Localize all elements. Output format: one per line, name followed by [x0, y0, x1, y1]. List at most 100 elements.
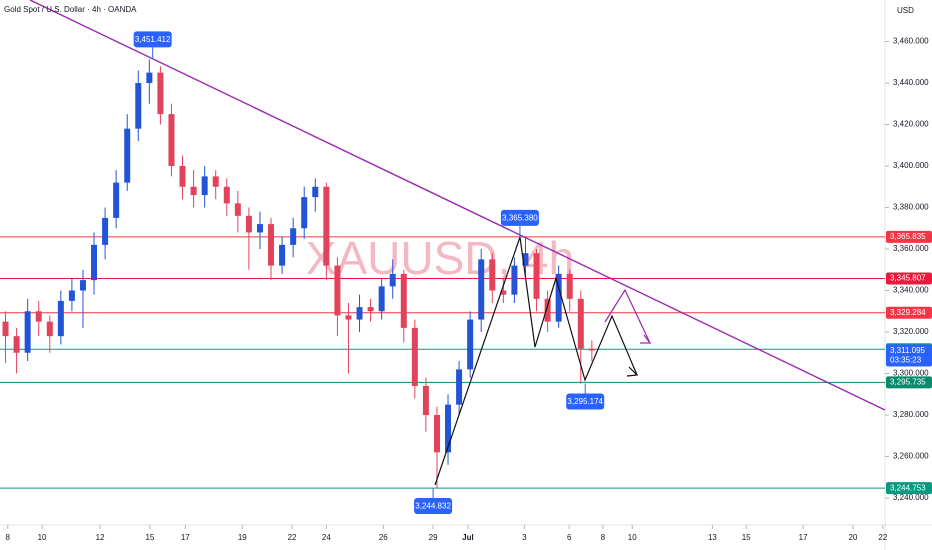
candle-body — [201, 176, 208, 196]
candle-body — [411, 327, 418, 386]
candle-body — [544, 298, 551, 322]
candle-body — [533, 253, 540, 299]
y-tick-label: 3,400.000 — [893, 161, 929, 170]
candle-body — [57, 300, 64, 337]
candle-body — [68, 290, 75, 301]
candle-body — [334, 265, 341, 316]
y-tick-label: 3,240.000 — [893, 493, 929, 502]
candle-body — [345, 315, 352, 320]
callout-label: 3,295.174 — [567, 397, 603, 406]
trend-line — [29, 0, 886, 411]
candle-body — [124, 128, 131, 183]
price-level-label: 3,345.807 — [890, 274, 926, 283]
y-tick-label: 3,340.000 — [893, 286, 929, 295]
y-tick-label: 3,420.000 — [893, 120, 929, 129]
y-tick-label: 3,300.000 — [893, 369, 929, 378]
x-tick-label: 15 — [145, 533, 154, 542]
candle-body — [522, 253, 529, 266]
x-tick-label: 10 — [628, 533, 637, 542]
x-tick-label: 3 — [522, 533, 527, 542]
x-tick-label: 8 — [601, 533, 606, 542]
chart-title: Gold Spot / U.S. Dollar · 4h · OANDA — [4, 5, 137, 14]
candle-body — [367, 307, 374, 312]
candle-body — [323, 186, 330, 266]
x-tick-label: 17 — [181, 533, 190, 542]
candle-body — [279, 244, 286, 266]
candle-body — [179, 166, 186, 187]
candle-body — [467, 319, 474, 370]
callout-label: 3,244.832 — [415, 502, 451, 511]
x-tick-label: 22 — [288, 533, 297, 542]
watermark: XAUUSD, 4h — [306, 232, 574, 284]
candle-body — [301, 197, 308, 229]
candle-body — [566, 273, 573, 299]
x-tick-label: 12 — [96, 533, 105, 542]
candle-body — [223, 186, 230, 204]
candle-body — [256, 224, 263, 233]
callout-box — [133, 31, 172, 48]
candle-body — [13, 336, 20, 353]
countdown: 03:35:23 — [890, 356, 922, 365]
candle-body — [577, 298, 584, 349]
candle-body — [356, 307, 363, 320]
x-tick-label: 22 — [878, 533, 887, 542]
x-tick-label: 8 — [6, 533, 11, 542]
candle-body — [157, 72, 164, 115]
price-level-tag — [886, 272, 932, 285]
candle-body — [245, 215, 252, 233]
candle-body — [555, 273, 562, 322]
y-tick-label: 3,260.000 — [893, 452, 929, 461]
price-level-tag — [886, 230, 932, 243]
price-level-label: 3,244.753 — [890, 483, 926, 492]
callout-label: 3,365.380 — [502, 213, 538, 222]
candle-body — [433, 415, 440, 453]
candle-body — [2, 321, 9, 337]
y-tick-label: 3,380.000 — [893, 203, 929, 212]
x-tick-label: 29 — [429, 533, 438, 542]
candle-body — [500, 290, 507, 295]
candle-body — [588, 348, 595, 351]
candle-body — [46, 321, 53, 337]
candle-body — [422, 385, 429, 416]
x-tick-label: 15 — [742, 533, 751, 542]
x-tick-label: 10 — [38, 533, 47, 542]
x-tick-label: 19 — [238, 533, 247, 542]
x-tick-label: 13 — [708, 533, 717, 542]
y-tick-label: 3,460.000 — [893, 37, 929, 46]
callout-box — [414, 497, 453, 514]
candle-body — [290, 228, 297, 245]
callout-box — [566, 393, 605, 410]
price-level-tag — [886, 376, 932, 389]
y-tick-label: 3,320.000 — [893, 327, 929, 336]
price-level-tag — [886, 306, 932, 319]
candle-body — [456, 369, 463, 405]
x-tick-label: 26 — [379, 533, 388, 542]
candle-body — [445, 404, 452, 453]
y-tick-label: 3,280.000 — [893, 410, 929, 419]
candle-body — [91, 244, 98, 281]
candle-body — [146, 72, 153, 84]
candle-body — [168, 114, 175, 167]
candle-body — [478, 259, 485, 320]
x-tick-label: Jul — [462, 533, 474, 542]
alt-projection-path — [604, 288, 651, 344]
candle-body — [135, 83, 142, 129]
callout-box — [500, 209, 539, 226]
candle-body — [489, 259, 496, 291]
alt-projection-arrow — [640, 334, 652, 344]
candle-body — [24, 311, 31, 353]
last-price-tag — [886, 344, 932, 367]
last-price-label: 3,311.095 — [890, 346, 926, 355]
x-tick-label: 17 — [799, 533, 808, 542]
y-tick-label: 3,440.000 — [893, 78, 929, 87]
currency-label: USD — [897, 6, 914, 15]
candle-body — [511, 265, 518, 295]
candle-body — [268, 224, 275, 266]
candle-body — [212, 176, 219, 187]
callout-label: 3,451.412 — [135, 35, 171, 44]
candle-body — [234, 203, 241, 216]
x-tick-label: 20 — [848, 533, 857, 542]
candle-body — [35, 311, 42, 322]
